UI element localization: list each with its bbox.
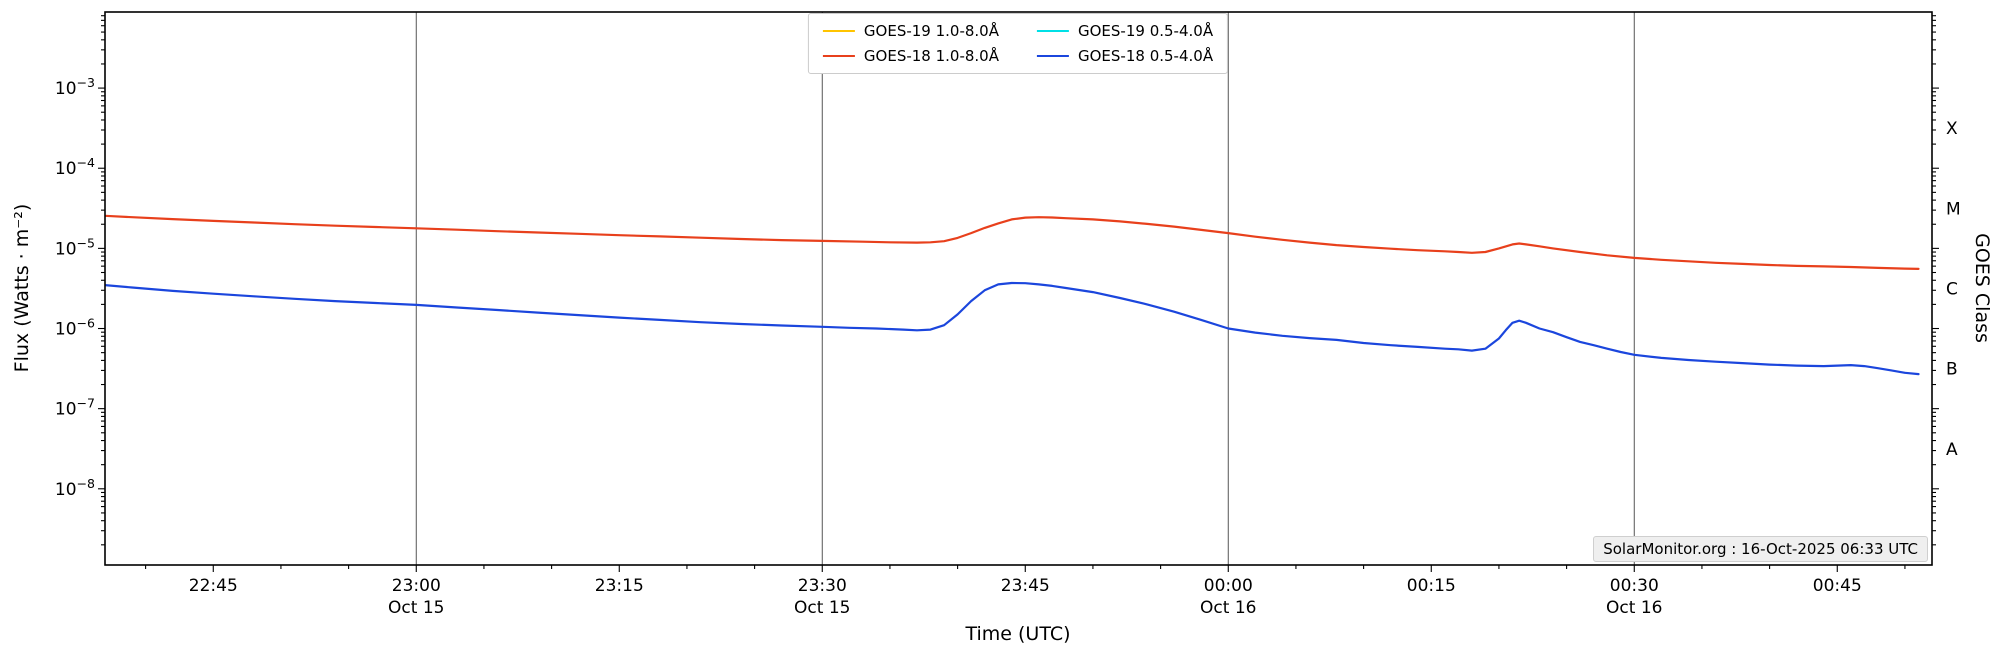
plot-border: [104, 11, 1933, 566]
legend-label: GOES-18 1.0-8.0Å: [863, 47, 999, 65]
y-tick-label: 10−7: [55, 396, 95, 420]
y-tick-label: 10−3: [55, 75, 95, 99]
x-tick-label: 00:15: [1407, 576, 1456, 596]
legend-label: GOES-18 0.5-4.0Å: [1078, 47, 1214, 65]
x-tick-label: 00:45: [1813, 576, 1862, 596]
x-tick-label: 23:00: [392, 576, 441, 596]
legend-line-sample: [822, 55, 855, 57]
x-date-label: Oct 16: [1606, 598, 1662, 618]
x-tick-label: 23:30: [798, 576, 847, 596]
legend-item-0: GOES-19 1.0-8.0Å: [822, 22, 999, 40]
x-tick-label: 23:45: [1001, 576, 1050, 596]
y-tick-label: 10−8: [55, 476, 95, 500]
x-date-label: Oct 15: [794, 598, 850, 618]
goes-class-letter: B: [1946, 360, 1958, 380]
legend-line-sample: [822, 30, 855, 32]
x-date-label: Oct 16: [1200, 598, 1256, 618]
legend-item-2: GOES-19 0.5-4.0Å: [1037, 22, 1213, 40]
x-tick-label: 00:30: [1610, 576, 1659, 596]
y-tick-label: 10−4: [55, 155, 95, 179]
x-date-label: Oct 15: [388, 598, 444, 618]
x-tick-label: 00:00: [1204, 576, 1253, 596]
x-tick-label: 22:45: [189, 576, 238, 596]
y-tick-label: 10−5: [55, 235, 95, 259]
watermark-text: SolarMonitor.org : 16-Oct-2025 06:33 UTC: [1593, 536, 1928, 562]
series-group: [105, 214, 1920, 376]
legend-line-sample: [1037, 30, 1069, 32]
legend: GOES-19 1.0-8.0Å GOES-18 1.0-8.0Å GOES-19 …: [807, 13, 1229, 74]
goes-class-letter: C: [1946, 279, 1958, 299]
legend-label: GOES-19 1.0-8.0Å: [863, 22, 999, 40]
flux-curve: [105, 281, 1920, 376]
goes-class-letter: X: [1946, 119, 1958, 139]
legend-item-3: GOES-18 0.5-4.0Å: [1037, 47, 1213, 65]
goes-class-letter: A: [1946, 440, 1958, 460]
x-tick-label: 23:15: [595, 576, 644, 596]
y-axis-label: Flux (Watts · m⁻²): [11, 203, 33, 373]
flux-curve: [105, 214, 1920, 270]
goes-class-letter: M: [1946, 199, 1961, 219]
right-axis-label: GOES Class: [1971, 233, 1993, 343]
x-axis-label: Time (UTC): [965, 623, 1071, 645]
legend-label: GOES-19 0.5-4.0Å: [1078, 22, 1214, 40]
y-tick-label: 10−6: [55, 316, 95, 340]
legend-item-1: GOES-18 1.0-8.0Å: [822, 47, 999, 65]
legend-line-sample: [1037, 55, 1069, 57]
